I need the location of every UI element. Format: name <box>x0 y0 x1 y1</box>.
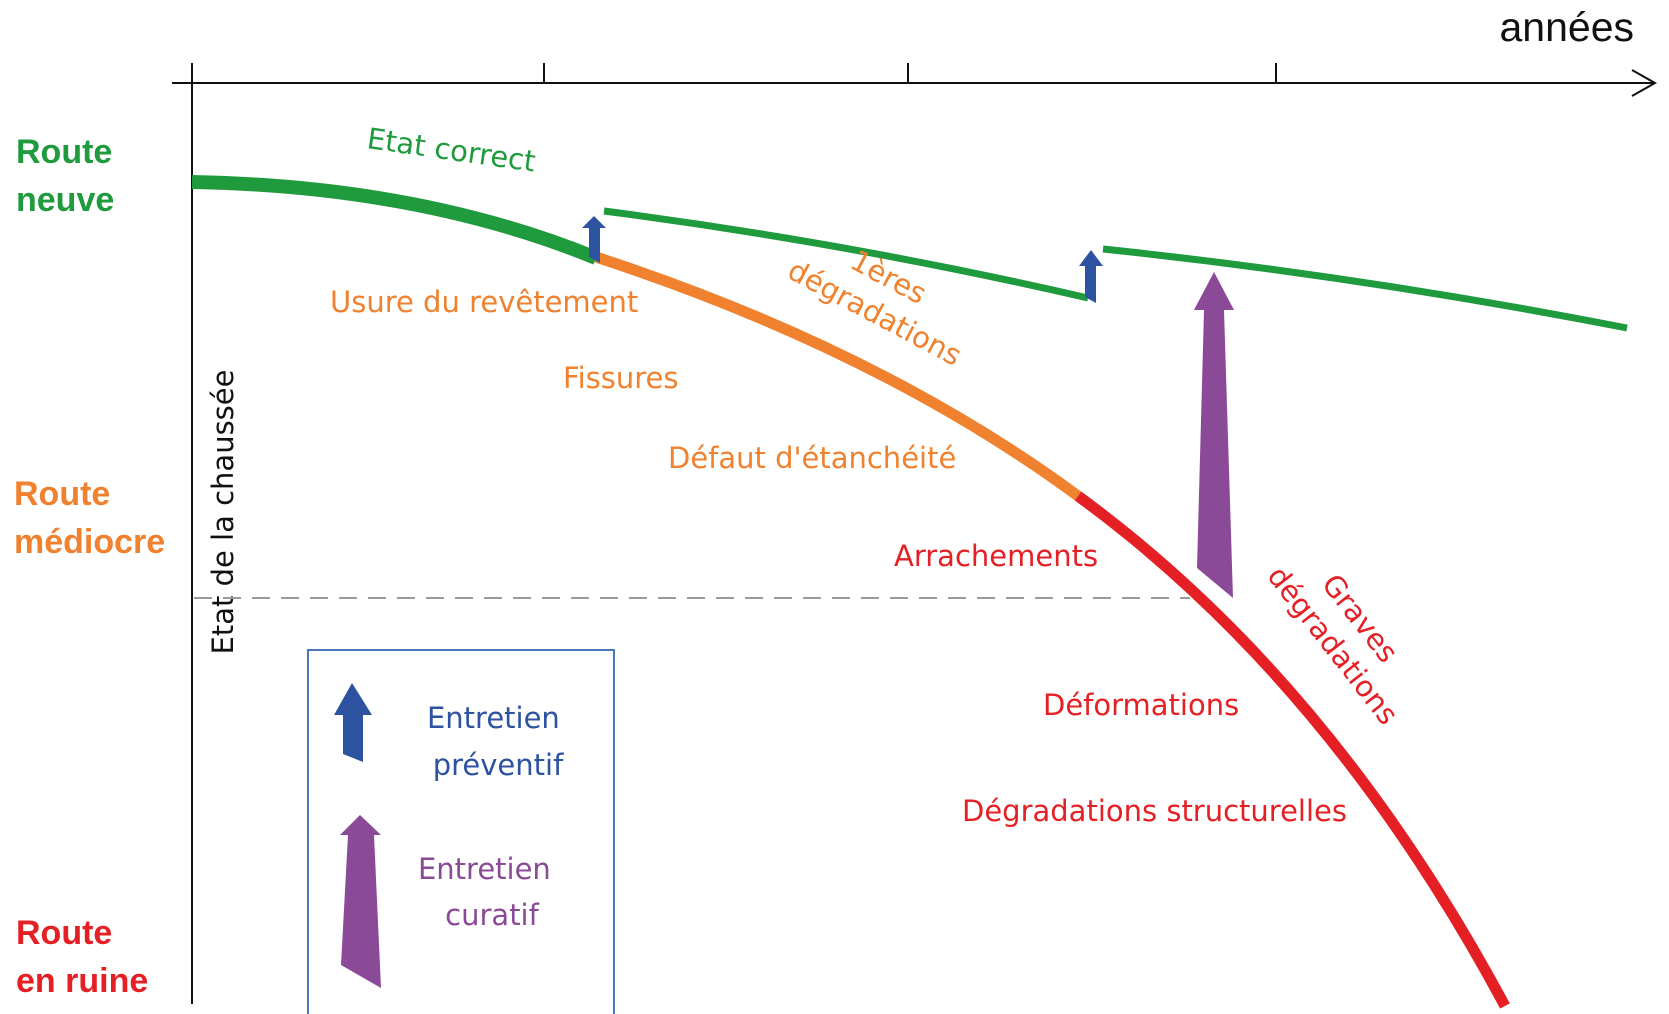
level-ruin-label: Route en ruine <box>16 914 148 1000</box>
green-curve-initial <box>191 175 599 265</box>
symptom-arrachements: Arrachements <box>894 539 1098 573</box>
x-axis-arrowhead <box>1631 69 1658 97</box>
legend-preventif-label: Entretien préventif <box>427 701 569 782</box>
blue-arrow-up-icon <box>334 683 372 762</box>
etat-correct-label: Etat correct <box>365 121 538 178</box>
legend: Entretien préventif Entretien curatif <box>307 649 615 1014</box>
level-mediocre-label: Route médiocre <box>14 475 165 561</box>
x-axis-title: années <box>1499 4 1634 50</box>
axes <box>172 63 1658 1004</box>
symptom-deformations: Déformations <box>1043 688 1239 722</box>
purple-arrow-up-icon <box>1194 272 1234 598</box>
green-curve-after-preventive-1 <box>603 207 1089 302</box>
symptom-degradations-structurelles: Dégradations structurelles <box>962 794 1347 828</box>
symptom-defaut: Défaut d'étanchéité <box>668 441 956 475</box>
level-new-label: Route neuve <box>16 133 122 219</box>
graves-degradations-label: Graves dégradations <box>1261 536 1435 731</box>
purple-arrow-up-icon <box>340 815 381 988</box>
y-axis-title: Etat de la chaussée <box>206 370 240 655</box>
legend-box <box>307 649 615 1014</box>
symptom-usure: Usure du revêtement <box>330 285 638 319</box>
red-curve-severe-degradations <box>1074 491 1510 1009</box>
blue-arrow-up-icon <box>1079 250 1103 303</box>
blue-arrow-up-icon <box>582 216 606 263</box>
symptom-fissures: Fissures <box>563 361 678 395</box>
legend-curatif-label: Entretien curatif <box>418 852 560 932</box>
green-curve-after-preventive-2 <box>1102 245 1628 332</box>
orange-curve-first-degradations <box>594 251 1082 501</box>
